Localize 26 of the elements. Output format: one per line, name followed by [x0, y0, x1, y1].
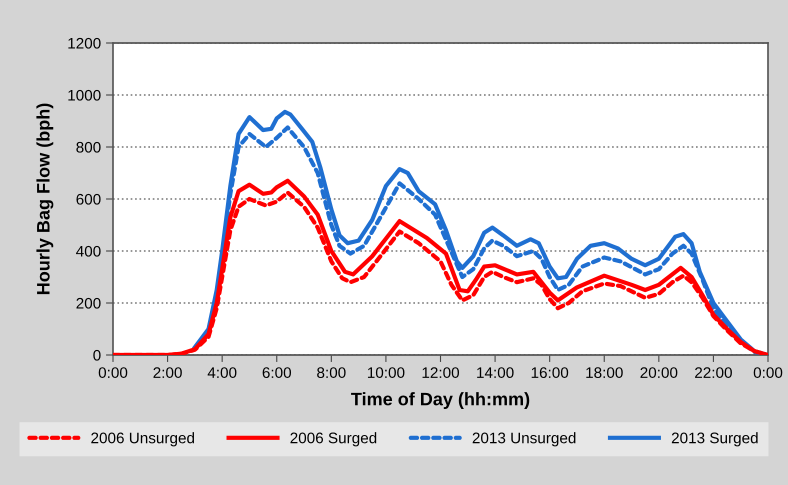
x-tick-label: 10:00 — [368, 367, 404, 378]
x-tick-label: 0:00 — [98, 367, 128, 378]
y-tick-label: 400 — [76, 246, 101, 257]
y-tick-label: 600 — [76, 194, 101, 205]
legend-label: 2013 Unsurged — [472, 432, 576, 446]
x-tick-label: 12:00 — [422, 367, 460, 378]
x-tick-label: 14:00 — [477, 367, 514, 378]
x-tick-label: 0:00 — [754, 367, 782, 378]
legend-label: 2006 Surged — [290, 432, 376, 446]
y-tick-label: 1200 — [68, 38, 101, 49]
x-tick-label: 6:00 — [262, 367, 292, 378]
x-tick-label: 4:00 — [208, 367, 236, 378]
y-axis-title: Hourly Bag Flow (bph) — [36, 104, 54, 294]
x-tick-label: 18:00 — [586, 367, 623, 378]
x-tick-label: 20:00 — [640, 367, 678, 378]
y-tick-label: 0 — [93, 350, 101, 361]
x-tick-label: 8:00 — [317, 367, 346, 378]
y-tick-label: 200 — [76, 298, 101, 309]
x-tick-label: 16:00 — [532, 367, 568, 378]
y-tick-label: 1000 — [68, 90, 101, 101]
y-tick-label: 800 — [76, 142, 101, 153]
x-axis-title: Time of Day (hh:mm) — [351, 392, 530, 409]
x-tick-label: 22:00 — [695, 367, 732, 378]
legend-label: 2006 Unsurged — [91, 432, 194, 446]
x-tick-label: 2:00 — [153, 367, 182, 378]
legend-label: 2013 Surged — [672, 432, 758, 446]
